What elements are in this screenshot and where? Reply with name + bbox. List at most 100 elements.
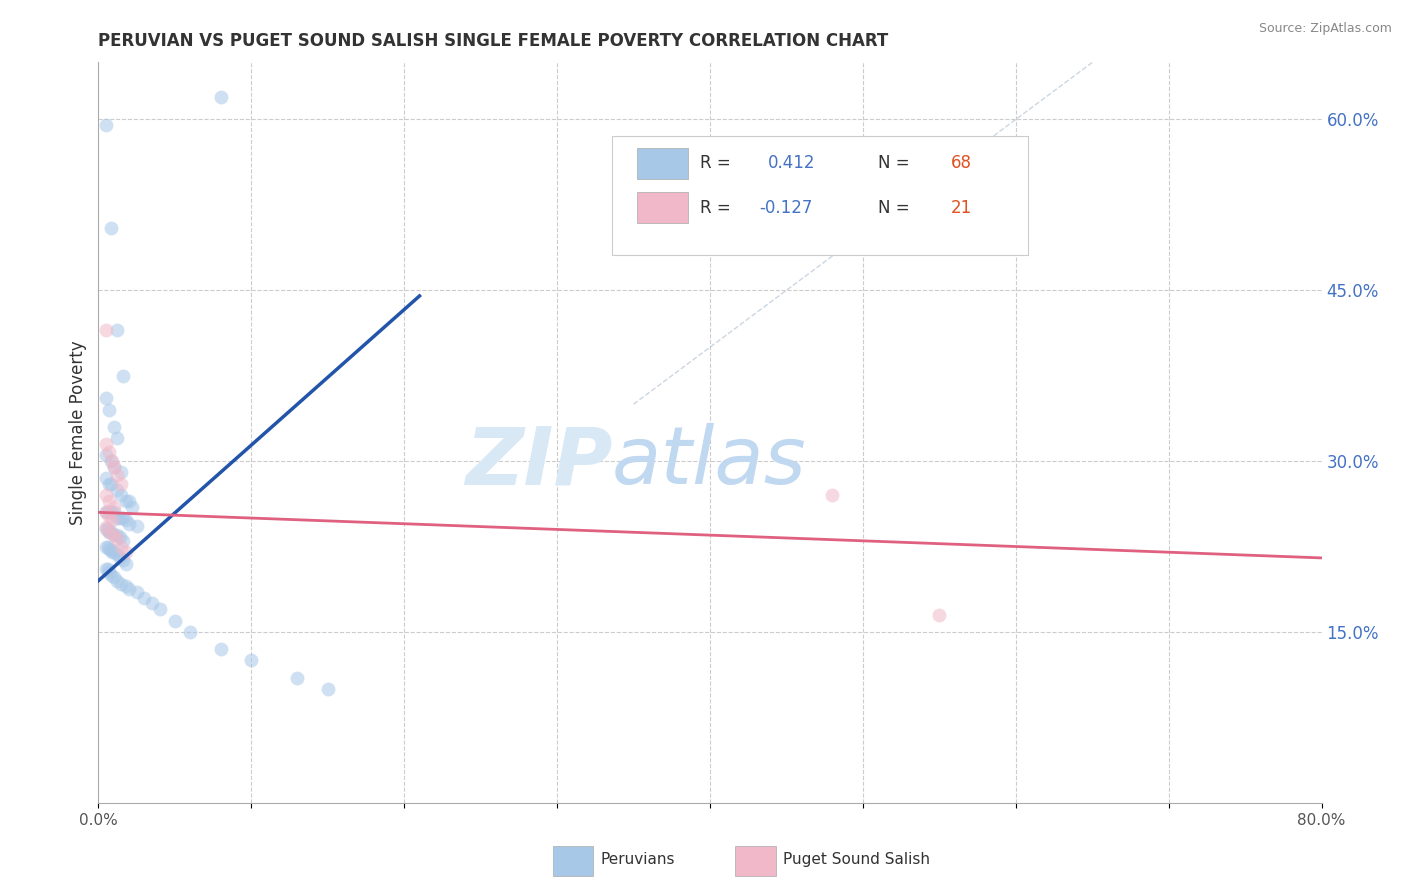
Point bbox=[94, 437, 117, 451]
Text: N =: N = bbox=[877, 154, 910, 172]
Point bbox=[240, 653, 263, 667]
Point bbox=[110, 488, 132, 502]
Point bbox=[209, 642, 232, 657]
Point bbox=[103, 545, 125, 559]
Point bbox=[94, 392, 117, 406]
Point bbox=[111, 368, 134, 383]
Point bbox=[105, 574, 128, 588]
Text: 0.412: 0.412 bbox=[768, 154, 815, 172]
Point bbox=[115, 579, 138, 593]
Point bbox=[100, 505, 122, 519]
Point bbox=[105, 548, 128, 562]
Point bbox=[101, 545, 124, 559]
Point bbox=[100, 476, 122, 491]
FancyBboxPatch shape bbox=[612, 136, 1028, 255]
Point bbox=[97, 562, 120, 576]
Point bbox=[100, 568, 122, 582]
Point bbox=[134, 591, 156, 605]
Text: ZIP: ZIP bbox=[465, 423, 612, 501]
Point bbox=[110, 466, 132, 480]
Point bbox=[101, 454, 124, 468]
Point bbox=[97, 523, 120, 537]
Point bbox=[141, 597, 163, 611]
Point bbox=[94, 118, 117, 132]
Point bbox=[108, 530, 131, 544]
Point bbox=[98, 508, 121, 523]
Text: Source: ZipAtlas.com: Source: ZipAtlas.com bbox=[1258, 22, 1392, 36]
Point bbox=[94, 471, 117, 485]
Point bbox=[115, 513, 138, 527]
Point bbox=[285, 671, 308, 685]
Point bbox=[98, 402, 121, 417]
Point bbox=[125, 585, 148, 599]
Point bbox=[110, 540, 132, 554]
Point bbox=[928, 607, 950, 622]
Point bbox=[115, 545, 138, 559]
Point bbox=[94, 505, 117, 519]
Point bbox=[94, 488, 117, 502]
Point bbox=[98, 476, 121, 491]
Point bbox=[94, 562, 117, 576]
Point bbox=[115, 494, 138, 508]
Text: PERUVIAN VS PUGET SOUND SALISH SINGLE FEMALE POVERTY CORRELATION CHART: PERUVIAN VS PUGET SOUND SALISH SINGLE FE… bbox=[98, 32, 889, 50]
Text: Peruvians: Peruvians bbox=[600, 853, 675, 867]
Point bbox=[100, 454, 122, 468]
Point bbox=[110, 577, 132, 591]
Point bbox=[179, 624, 201, 639]
Point bbox=[118, 494, 141, 508]
Point bbox=[209, 89, 232, 103]
Point bbox=[94, 523, 117, 537]
Point bbox=[105, 532, 128, 546]
Point bbox=[121, 500, 143, 514]
Point bbox=[103, 459, 125, 474]
Point bbox=[105, 483, 128, 497]
Text: 68: 68 bbox=[950, 154, 972, 172]
Point bbox=[98, 445, 121, 459]
Text: -0.127: -0.127 bbox=[759, 199, 813, 217]
Point bbox=[316, 681, 339, 696]
Point bbox=[100, 543, 122, 558]
Text: Puget Sound Salish: Puget Sound Salish bbox=[783, 853, 931, 867]
Point bbox=[118, 516, 141, 531]
Point bbox=[115, 557, 138, 571]
Point bbox=[108, 550, 131, 565]
Point bbox=[105, 323, 128, 337]
Point bbox=[98, 524, 121, 539]
Point bbox=[103, 528, 125, 542]
Point bbox=[98, 494, 121, 508]
Point bbox=[94, 520, 117, 534]
Text: R =: R = bbox=[700, 154, 737, 172]
Text: N =: N = bbox=[877, 199, 910, 217]
Point bbox=[149, 602, 172, 616]
Point bbox=[103, 459, 125, 474]
Point bbox=[105, 528, 128, 542]
Point bbox=[108, 511, 131, 525]
Text: R =: R = bbox=[700, 199, 731, 217]
Point bbox=[105, 467, 128, 482]
Text: atlas: atlas bbox=[612, 423, 807, 501]
Point bbox=[94, 449, 117, 463]
Point bbox=[97, 505, 120, 519]
Point bbox=[110, 476, 132, 491]
FancyBboxPatch shape bbox=[637, 192, 688, 223]
Point bbox=[103, 570, 125, 584]
Point bbox=[94, 540, 117, 554]
Y-axis label: Single Female Poverty: Single Female Poverty bbox=[69, 341, 87, 524]
Point bbox=[105, 511, 128, 525]
Text: 21: 21 bbox=[950, 199, 973, 217]
Point bbox=[94, 505, 117, 519]
Point bbox=[103, 500, 125, 514]
Point bbox=[118, 582, 141, 596]
Point bbox=[100, 524, 122, 539]
Point bbox=[98, 524, 121, 539]
Point bbox=[111, 533, 134, 548]
Point bbox=[97, 540, 120, 554]
Point bbox=[101, 513, 124, 527]
Point bbox=[105, 431, 128, 445]
Point bbox=[125, 519, 148, 533]
FancyBboxPatch shape bbox=[637, 147, 688, 178]
Point bbox=[94, 323, 117, 337]
Point bbox=[100, 220, 122, 235]
Point bbox=[111, 553, 134, 567]
Point bbox=[103, 528, 125, 542]
